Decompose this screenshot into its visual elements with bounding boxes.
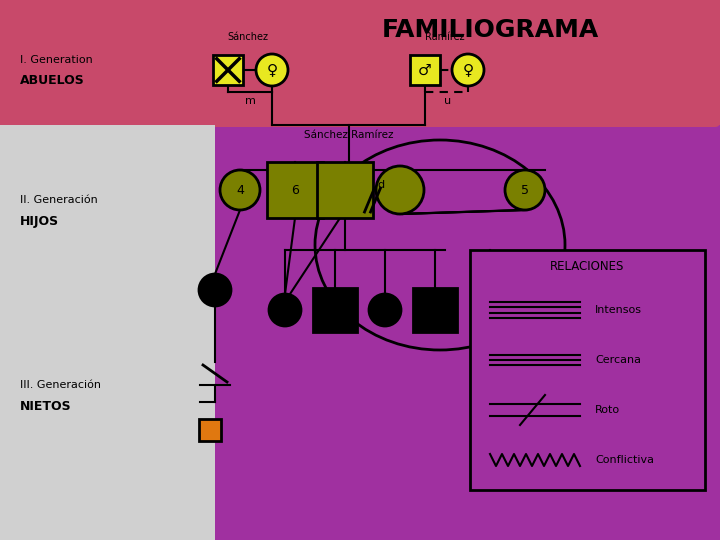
- Text: ♀: ♀: [266, 63, 278, 78]
- Bar: [410, 55, 440, 85]
- Text: III. Generación: III. Generación: [20, 380, 101, 390]
- Circle shape: [269, 294, 301, 326]
- Circle shape: [505, 170, 545, 210]
- Text: NIETOS: NIETOS: [20, 401, 71, 414]
- Text: Roto: Roto: [595, 405, 620, 415]
- Circle shape: [199, 274, 231, 306]
- Text: 5: 5: [521, 184, 529, 197]
- Circle shape: [256, 54, 288, 86]
- Text: Sánchez Ramírez: Sánchez Ramírez: [304, 130, 393, 140]
- Circle shape: [474, 294, 506, 326]
- Text: Cercana: Cercana: [595, 355, 641, 365]
- Text: ♂: ♂: [418, 63, 432, 78]
- Bar: [313, 288, 357, 332]
- Text: I. Generation: I. Generation: [20, 55, 93, 65]
- Text: 4: 4: [236, 184, 244, 197]
- Text: Rámírez: Rámírez: [426, 32, 465, 42]
- Bar: [317, 162, 373, 218]
- Text: u: u: [444, 96, 451, 106]
- Circle shape: [220, 170, 260, 210]
- Circle shape: [452, 54, 484, 86]
- Circle shape: [369, 294, 401, 326]
- Bar: [0, 0, 720, 125]
- Text: Sánchez: Sánchez: [228, 32, 269, 42]
- FancyBboxPatch shape: [0, 2, 720, 127]
- Text: m: m: [245, 96, 256, 106]
- Bar: [413, 288, 457, 332]
- Text: Intensos: Intensos: [595, 305, 642, 315]
- Text: ABUELOS: ABUELOS: [20, 73, 85, 86]
- Text: d: d: [377, 180, 384, 190]
- Text: ♀: ♀: [462, 63, 474, 78]
- Bar: [199, 419, 221, 441]
- Text: Conflictiva: Conflictiva: [595, 455, 654, 465]
- Text: 6: 6: [291, 184, 299, 197]
- Text: RELACIONES: RELACIONES: [550, 260, 625, 273]
- Bar: [213, 55, 243, 85]
- Bar: [470, 250, 705, 490]
- Text: II. Generación: II. Generación: [20, 195, 98, 205]
- Text: FAMILIOGRAMA: FAMILIOGRAMA: [382, 18, 598, 42]
- Text: HIJOS: HIJOS: [20, 215, 59, 228]
- Circle shape: [376, 166, 424, 214]
- Bar: [267, 162, 323, 218]
- Bar: [0, 125, 215, 540]
